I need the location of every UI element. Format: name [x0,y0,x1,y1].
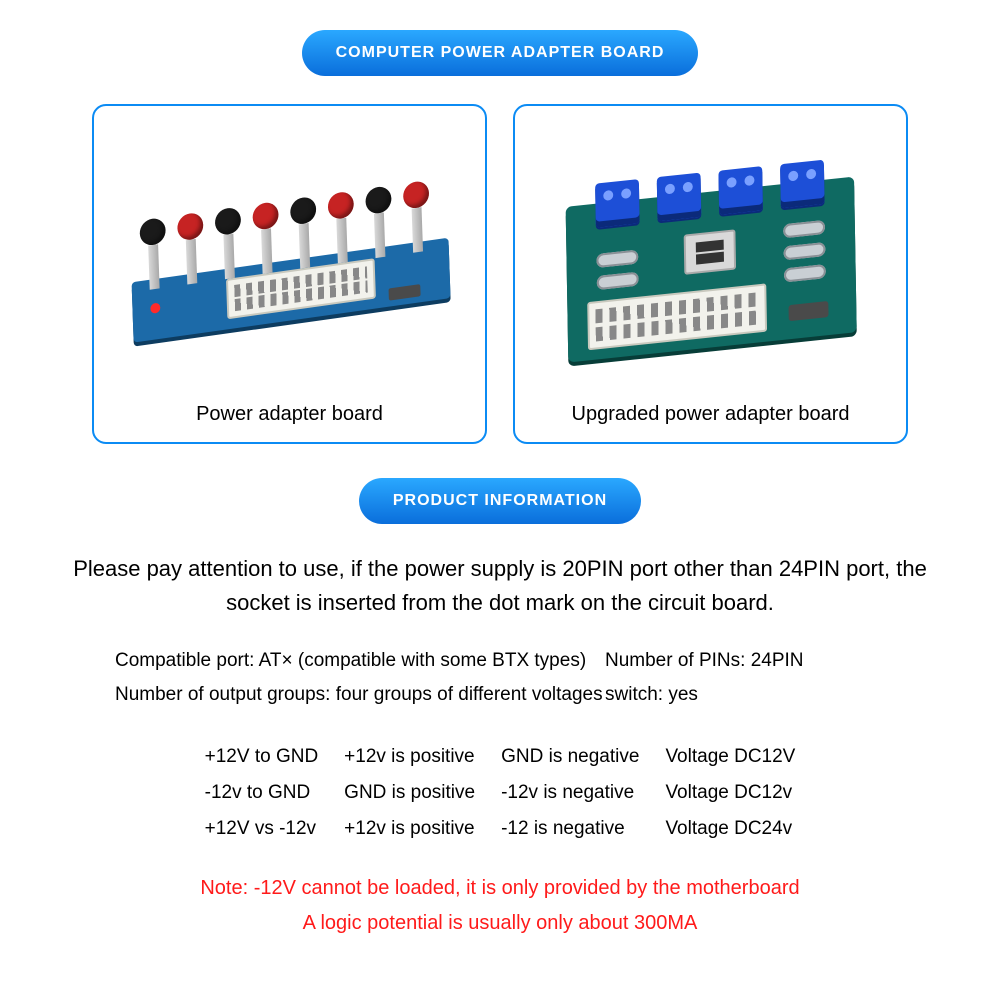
card-caption-upgraded: Upgraded power adapter board [572,403,850,426]
usage-notice: Please pay attention to use, if the powe… [60,552,940,620]
warning-line-1: Note: -12V cannot be loaded, it is only … [40,871,960,906]
warning-note: Note: -12V cannot be loaded, it is only … [40,871,960,941]
voltage-cell: Voltage DC12V [665,739,795,775]
pcb-illustration-basic [128,157,451,362]
spec-line: Number of output groups: four groups of … [115,678,605,712]
product-image-upgraded [531,122,890,397]
voltage-table: +12V to GND -12v to GND +12V vs -12v +12… [40,739,960,847]
product-cards-row: Power adapter board Upgraded power adapt… [40,104,960,444]
voltage-cell: -12 is negative [501,811,639,847]
warning-line-2: A logic potential is usually only about … [40,906,960,941]
voltage-cell: +12V vs -12v [205,811,319,847]
voltage-cell: Voltage DC24v [665,811,795,847]
header-badge: COMPUTER POWER ADAPTER BOARD [302,30,699,76]
voltage-cell: +12V to GND [205,739,319,775]
voltage-cell: GND is positive [344,775,475,811]
spec-line: switch: yes [605,678,885,712]
pcb-illustration-upgraded [565,157,856,363]
voltage-col-2: +12v is positive GND is positive +12v is… [344,739,475,847]
spec-line: Number of PINs: 24PIN [605,644,885,678]
voltage-col-1: +12V to GND -12v to GND +12V vs -12v [205,739,319,847]
specs-block: Compatible port: AT× (compatible with so… [40,644,960,712]
product-image-basic [110,122,469,397]
voltage-col-4: Voltage DC12V Voltage DC12v Voltage DC24… [665,739,795,847]
card-power-adapter: Power adapter board [92,104,487,444]
product-info-badge: PRODUCT INFORMATION [359,478,641,524]
voltage-cell: +12v is positive [344,811,475,847]
spec-line: Compatible port: AT× (compatible with so… [115,644,605,678]
voltage-col-3: GND is negative -12v is negative -12 is … [501,739,639,847]
voltage-cell: -12v to GND [205,775,319,811]
card-upgraded-adapter: Upgraded power adapter board [513,104,908,444]
specs-right-col: Number of PINs: 24PIN switch: yes [605,644,885,712]
card-caption-basic: Power adapter board [196,403,383,426]
voltage-cell: GND is negative [501,739,639,775]
specs-left-col: Compatible port: AT× (compatible with so… [115,644,605,712]
voltage-cell: +12v is positive [344,739,475,775]
voltage-cell: Voltage DC12v [665,775,795,811]
voltage-cell: -12v is negative [501,775,639,811]
